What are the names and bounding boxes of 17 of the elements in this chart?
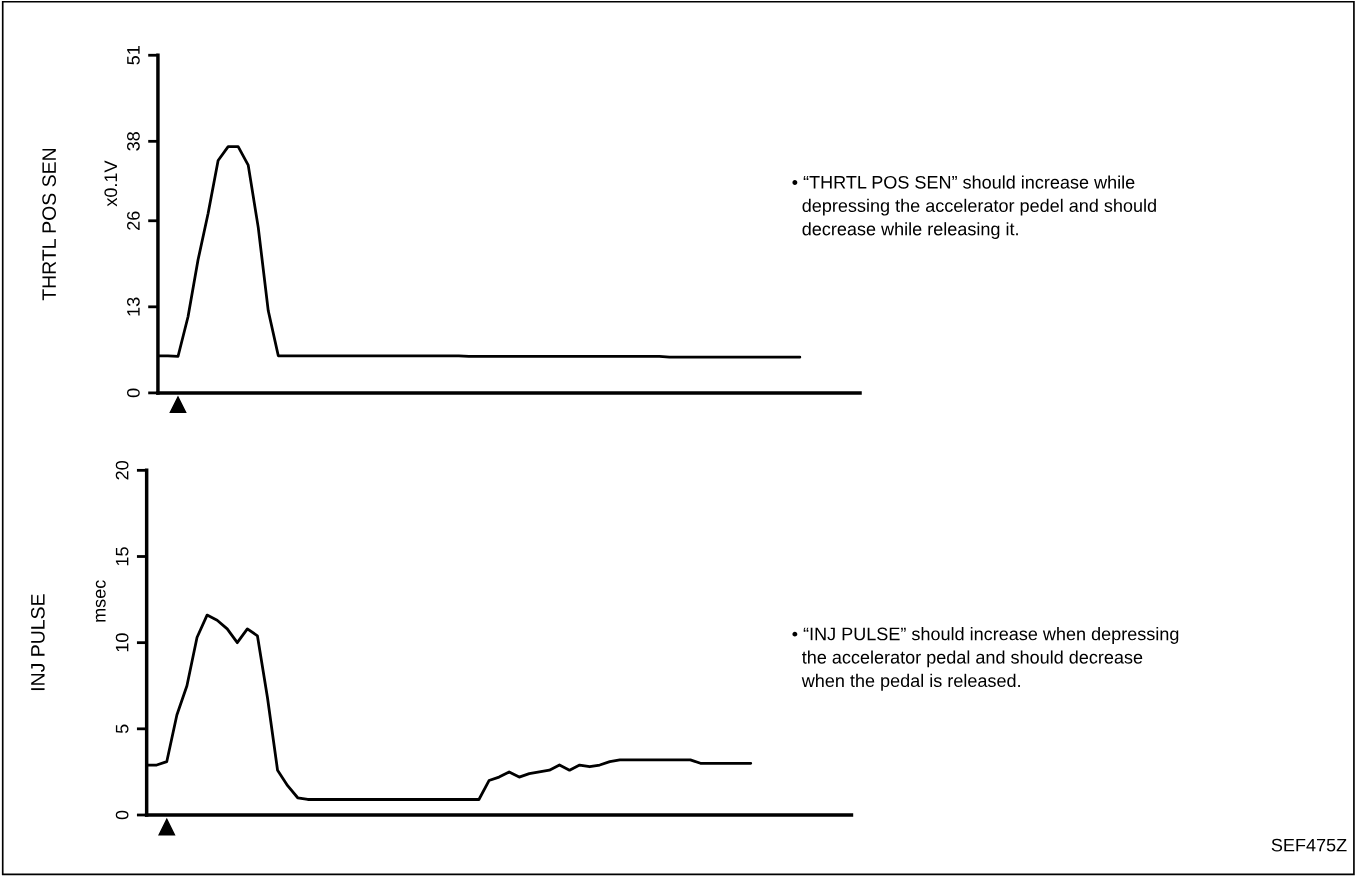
y-axis-title: INJ PULSE bbox=[30, 594, 45, 691]
y-tick-label: 51 bbox=[127, 46, 140, 65]
annotation: • “INJ PULSE” should increase when depressing the accelerator pedal and should decrease when the pedal is released. bbox=[792, 627, 1179, 691]
y-tick-label: 20 bbox=[115, 461, 129, 480]
annotation: • “THRTL POS SEN” should increase while depressing the accelerator pedel and should decrease while releasing it. bbox=[792, 175, 1156, 239]
text: SEF475Z bbox=[1271, 838, 1347, 852]
text: x0.1V bbox=[104, 160, 118, 207]
y-tick-label: 26 bbox=[127, 211, 140, 230]
y-tick-label: 10 bbox=[115, 633, 129, 652]
text: msec bbox=[95, 580, 106, 622]
y-tick-label: 0 bbox=[127, 388, 140, 398]
y-tick-label: 15 bbox=[115, 547, 129, 566]
y-tick-label: 0 bbox=[115, 810, 129, 820]
y-axis-title: THRTL POS SEN bbox=[42, 148, 57, 301]
y-tick-label: 38 bbox=[127, 132, 140, 151]
y-tick-label: 5 bbox=[115, 724, 129, 734]
y-tick-label: 13 bbox=[127, 297, 140, 316]
